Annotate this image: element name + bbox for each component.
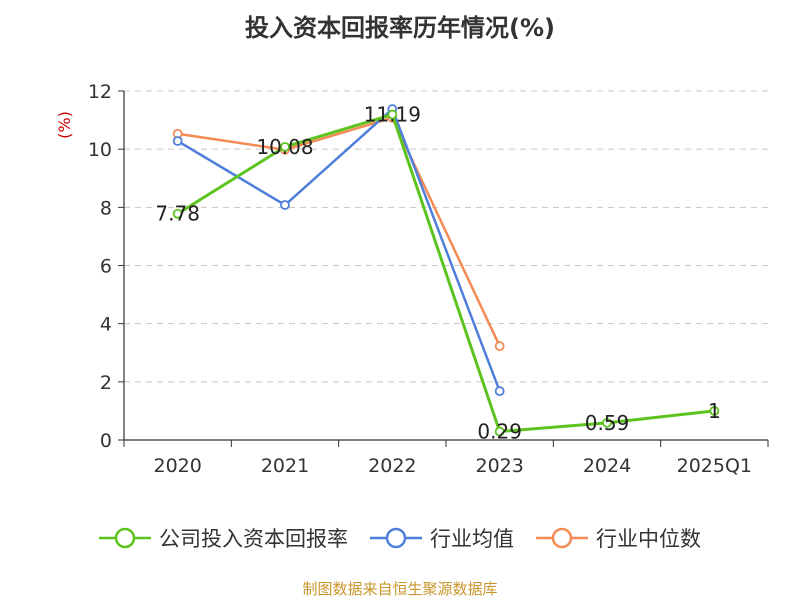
data-point <box>709 406 720 416</box>
line-chart: 0 2 4 6 8 10 12 2020 2021 2022 2023 2024 2025Q1 7.78… <box>55 81 769 477</box>
legend-marker-icon <box>370 527 422 549</box>
legend-label: 公司投入资本回报率 <box>159 527 348 551</box>
x-tick-label: 2022 <box>368 455 416 477</box>
y-tick-label: 6 <box>100 256 112 278</box>
data-point <box>602 417 612 428</box>
x-tick-label: 2024 <box>583 455 631 477</box>
legend-item[interactable]: 行业中位数 <box>536 523 701 553</box>
series-line <box>177 116 501 347</box>
legend-marker-icon <box>536 527 588 549</box>
x-tick-label: 2020 <box>153 455 201 477</box>
y-tick-label: 8 <box>100 197 112 219</box>
data-label: 10.08 <box>256 135 313 159</box>
data-label: 7.78 <box>155 202 200 226</box>
legend-item[interactable]: 行业均值 <box>370 523 514 553</box>
y-tick-label: 12 <box>88 81 112 103</box>
y-tick-label: 0 <box>100 430 112 452</box>
data-point <box>494 426 505 437</box>
data-point <box>172 208 183 219</box>
legend-label: 行业均值 <box>430 527 514 551</box>
legend: 公司投入资本回报率 行业均值 行业中位数 <box>0 520 800 556</box>
x-tick-label: 2023 <box>475 455 523 477</box>
data-point <box>280 200 290 210</box>
data-label: 1 <box>708 399 721 423</box>
y-axis-label: (%) <box>55 111 74 139</box>
data-point <box>494 386 505 397</box>
source-note: 制图数据来自恒生聚源数据库 <box>302 580 498 598</box>
data-point <box>280 141 290 152</box>
legend-item[interactable]: 公司投入资本回报率 <box>99 523 348 553</box>
data-label: 0.59 <box>585 411 630 435</box>
y-tick-label: 4 <box>100 314 112 336</box>
chart-title: 投入资本回报率历年情况(%) <box>245 14 555 42</box>
legend-marker-icon <box>99 527 151 549</box>
y-tick-label: 10 <box>88 139 112 161</box>
data-point <box>172 136 183 146</box>
series-line <box>176 113 715 434</box>
y-tick-label: 2 <box>100 372 112 394</box>
series-line <box>177 107 501 392</box>
data-point <box>494 341 505 351</box>
legend-label: 行业中位数 <box>596 527 701 551</box>
data-label: 11.19 <box>364 103 421 127</box>
data-point <box>387 109 398 120</box>
data-label: 0.29 <box>477 420 522 444</box>
x-tick-label: 2021 <box>261 455 309 477</box>
x-tick-label: 2025Q1 <box>677 455 752 477</box>
